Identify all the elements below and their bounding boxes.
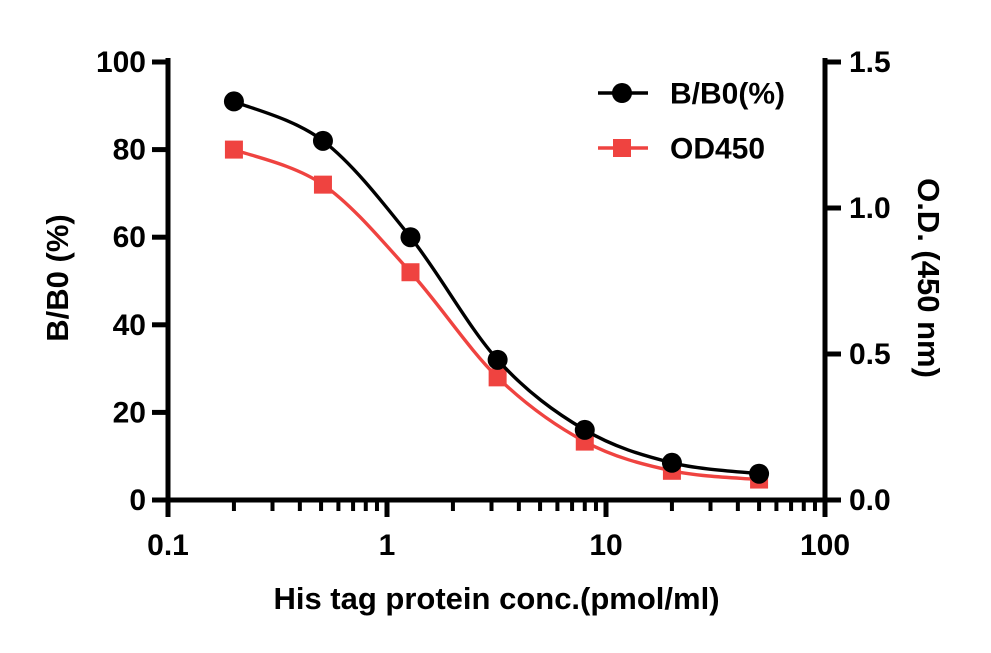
- series-od450-marker: [401, 263, 420, 282]
- legend-label-od450: OD450: [670, 133, 765, 166]
- y-left-axis-title: B/B0 (%): [40, 214, 75, 341]
- y-right-tick-label: 1.0: [849, 192, 891, 225]
- y-left-tick-label: 0: [129, 484, 146, 517]
- y-right-axis-title: O.D. (450 nm): [911, 178, 946, 378]
- legend: B/B0(%) OD450: [598, 78, 785, 166]
- series-bb0-marker: [223, 91, 244, 112]
- legend-label-bb0: B/B0(%): [670, 78, 785, 111]
- series-od450-marker: [224, 140, 243, 159]
- y-left-tick-label: 40: [113, 309, 146, 342]
- legend-item-od450: OD450: [598, 133, 765, 166]
- series-bb0-marker: [400, 227, 421, 248]
- x-tick-label: 0.1: [147, 529, 189, 562]
- legend-item-bb0: B/B0(%): [598, 78, 785, 111]
- series-bb0-marker: [661, 452, 682, 473]
- y-left-tick-label: 100: [96, 46, 146, 79]
- x-tick-label: 10: [589, 529, 622, 562]
- y-right-tick-label: 1.5: [849, 46, 891, 79]
- x-tick-label: 1: [379, 529, 396, 562]
- series-od450-marker: [313, 175, 332, 194]
- legend-square-marker-od450: [613, 139, 631, 157]
- y-left-tick-label: 20: [113, 396, 146, 429]
- y-right-tick-label: 0.0: [849, 484, 891, 517]
- series-od450-curve: [233, 148, 760, 482]
- series-od450-marker: [488, 368, 507, 387]
- axes-frame: [165, 58, 828, 503]
- x-tick-label: 100: [800, 529, 850, 562]
- y-left-tick-label: 60: [113, 221, 146, 254]
- legend-circle-marker-bb0: [612, 83, 632, 103]
- x-axis-title: His tag protein conc.(pmol/ml): [273, 581, 719, 616]
- series-bb0-marker: [312, 130, 333, 151]
- series-bb0-marker: [749, 463, 770, 484]
- series-bb0-marker: [487, 349, 508, 370]
- series-bb0-marker: [574, 419, 595, 440]
- y-left-tick-label: 80: [113, 134, 146, 167]
- y-right-tick-label: 0.5: [849, 338, 891, 371]
